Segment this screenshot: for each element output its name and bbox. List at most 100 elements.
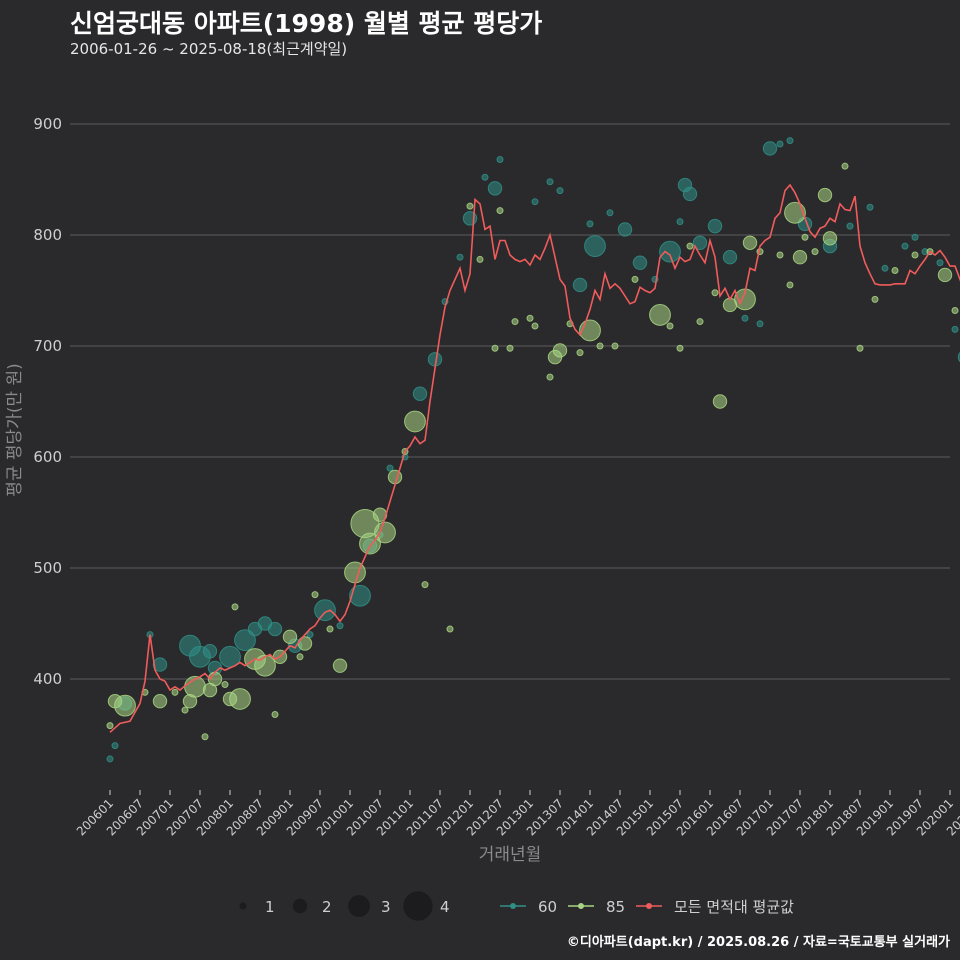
data-point [106,755,114,763]
data-point [552,343,568,358]
legend: 1 2 3 4 60 85 모든 면적대 평균값 [239,891,794,921]
data-point [404,410,426,433]
data-point [572,277,588,293]
legend-size-swatch [239,902,247,910]
data-point [481,173,489,181]
data-point [106,722,114,730]
data-point [152,657,168,672]
data-point [911,251,919,259]
y-axis-label: 평균 평당가(만 원) [5,363,25,497]
data-point [632,255,648,270]
series-average-line [109,183,960,733]
y-tick-label: 500 [33,559,62,577]
legend-series-label: 60 [538,898,557,916]
data-point [476,255,484,263]
y-tick-label: 900 [33,115,62,133]
data-point [314,599,336,622]
data-point [332,658,348,673]
data-point [311,591,319,599]
legend-series-dot [646,903,652,909]
data-point [911,233,919,241]
y-tick-label: 400 [33,670,62,688]
data-point [421,581,429,589]
series-85-points [106,162,959,741]
data-point [841,162,849,170]
legend-size-label: 1 [265,898,275,916]
data-point [606,209,614,217]
data-point [349,584,371,607]
data-point [576,349,584,357]
data-point [221,681,229,689]
legend-series-dot [578,903,584,909]
data-point [741,314,749,322]
data-point [881,264,889,272]
data-point [254,654,276,677]
legend-size-label: 2 [322,898,332,916]
data-point [531,322,539,330]
data-point [596,342,604,350]
data-point [649,304,671,326]
data-point [306,631,314,639]
data-point [231,603,239,611]
data-point [556,187,564,195]
y-tick-label: 700 [33,337,62,355]
legend-size-swatch [292,898,308,914]
data-point [546,178,554,186]
data-point [811,248,819,256]
data-point [201,733,209,741]
data-point [682,186,698,202]
data-point [181,706,189,714]
data-point [234,629,256,652]
data-point [171,688,179,696]
legend-series-dot [510,903,516,909]
data-point [511,318,519,326]
data-point [692,235,708,250]
data-point [786,137,794,145]
data-point [951,325,959,333]
data-point [686,242,694,250]
data-point [676,218,684,226]
data-point [111,742,119,750]
data-point [951,306,959,314]
data-point [282,629,298,645]
legend-size-label: 4 [440,898,450,916]
data-point [152,694,168,709]
data-point [776,251,784,259]
data-point [114,694,136,717]
data-point [712,394,728,409]
chart-subtitle: 2006-01-26 ~ 2025-08-18(최근계약일) [70,40,348,58]
legend-series-label: 85 [606,898,625,916]
data-point [456,253,464,261]
data-point [871,295,879,303]
footer-credit: ©디아파트(dapt.kr) / 2025.08.26 / 자료=국토교통부 실… [566,935,950,950]
legend-size-swatch [348,895,370,917]
data-point [374,521,396,544]
data-point [936,259,944,267]
data-point [387,469,403,485]
data-point [344,561,366,584]
data-point [784,201,806,224]
data-point [696,318,704,326]
data-point [711,289,719,297]
legend-size-swatch [403,891,433,921]
data-point [491,344,499,352]
data-point [267,621,283,637]
data-point [531,198,539,206]
data-point [487,181,503,196]
data-point [229,688,251,710]
data-point [412,386,428,401]
series-60-points [106,137,960,763]
data-point [526,314,534,322]
data-point [866,203,874,211]
data-point [506,344,514,352]
legend-size-label: 3 [381,898,391,916]
data-point [496,207,504,215]
data-point [707,218,723,234]
data-point [296,653,304,661]
data-point [792,250,808,265]
data-point [901,242,909,250]
y-tick-label: 800 [33,226,62,244]
data-point [359,532,381,555]
data-point [496,156,504,164]
